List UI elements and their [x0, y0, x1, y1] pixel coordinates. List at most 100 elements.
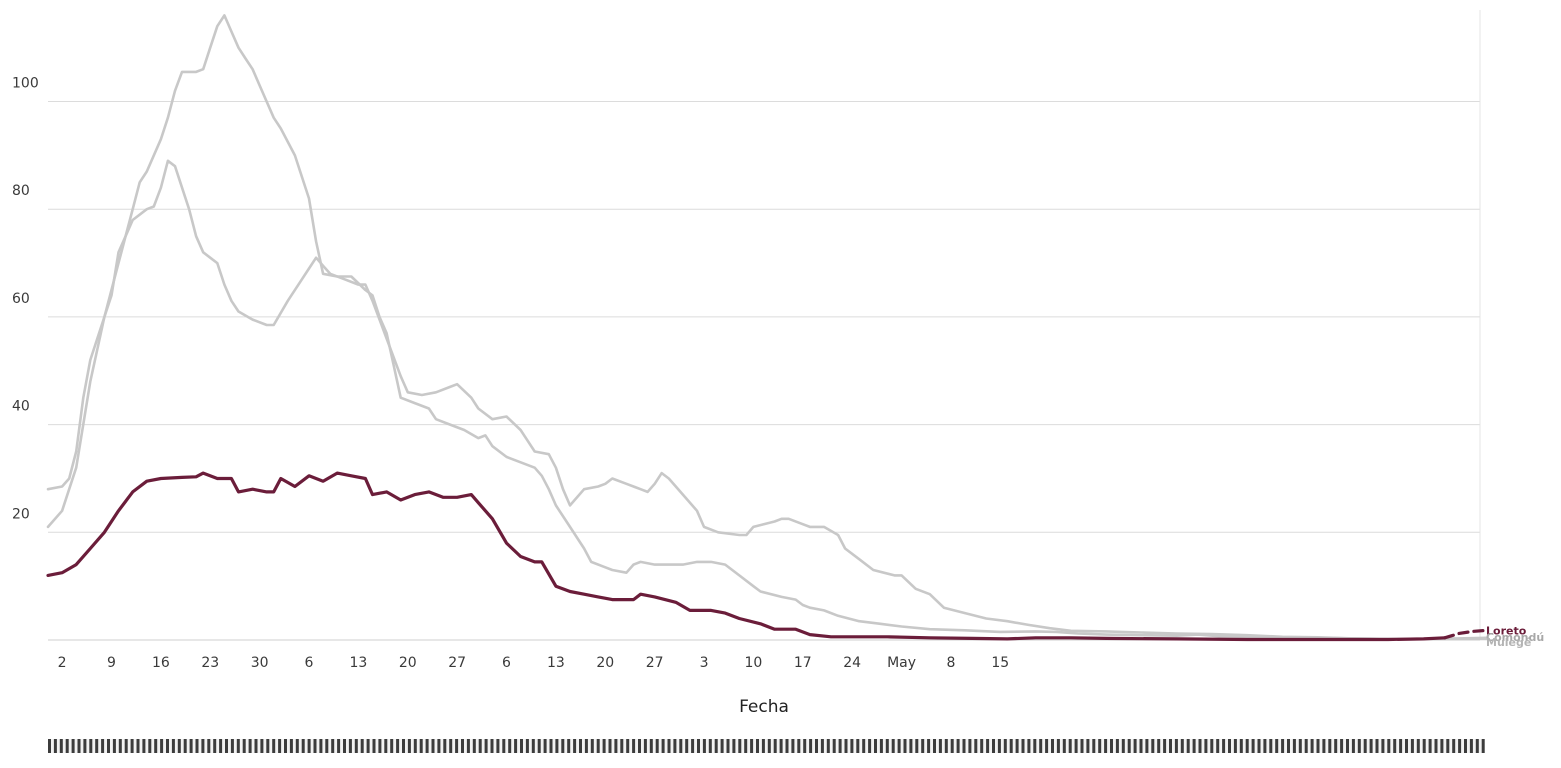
scrollbar-tick — [655, 739, 659, 753]
scrollbar-tick — [301, 739, 305, 753]
scrollbar-tick — [673, 739, 677, 753]
scrollbar-tick — [1292, 739, 1296, 753]
series-end-label: Loreto — [1486, 624, 1527, 637]
scrollbar-tick — [956, 739, 960, 753]
scrollbar-tick — [1481, 739, 1485, 753]
scrollbar-tick — [714, 739, 718, 753]
scrollbar-tick — [1363, 739, 1367, 753]
scrollbar-tick — [1239, 739, 1243, 753]
x-tick-label: 8 — [946, 655, 955, 671]
scrollbar-tick — [378, 739, 382, 753]
x-tick-label: 27 — [448, 655, 466, 671]
scrollbar-tick — [903, 739, 907, 753]
scrollbar-tick — [289, 739, 293, 753]
x-tick-label: 24 — [843, 655, 861, 671]
scrollbar-tick — [1322, 739, 1326, 753]
scrollbar-tick — [579, 739, 582, 753]
series-line-loreto — [46, 471, 1447, 642]
scrollbar-tick — [260, 739, 264, 753]
y-tick-label: 60 — [12, 291, 30, 307]
scrollbar-tick — [466, 739, 470, 753]
scrollbar-tick — [225, 739, 228, 753]
scrollbar-tick — [1015, 739, 1019, 753]
scrollbar-tick — [1180, 739, 1184, 753]
scrollbar-tick — [107, 739, 110, 753]
scrollbar-tick — [1340, 739, 1344, 753]
scrollbar-tick — [1151, 739, 1155, 753]
scrollbar-tick — [1351, 739, 1355, 753]
series-layer — [46, 14, 1489, 642]
x-axis-title: Fecha — [739, 697, 789, 717]
scrollbar-tick — [148, 739, 152, 753]
scrollbar-tick — [879, 739, 883, 753]
y-tick-label: 20 — [12, 506, 30, 522]
scrollbar-tick — [407, 739, 411, 753]
scrollbar-tick — [1275, 739, 1279, 753]
scrollbar-tick — [708, 739, 712, 753]
grid-lines — [48, 10, 1481, 641]
scrollbar-tick — [1452, 739, 1456, 753]
range-scrollbar[interactable] — [48, 739, 1485, 753]
scrollbar-tick — [278, 739, 282, 753]
scrollbar-tick — [980, 739, 984, 753]
scrollbar-tick — [59, 739, 63, 753]
scrollbar-tick — [838, 739, 842, 753]
series-projection-loreto — [1443, 628, 1489, 640]
scrollbar-tick — [938, 739, 942, 753]
scrollbar-tick — [331, 739, 335, 753]
scrollbar-tick — [602, 739, 606, 753]
scrollbar-tick — [1222, 739, 1226, 753]
scrollbar-tick — [962, 739, 966, 753]
scrollbar-tick — [160, 739, 164, 753]
scrollbar-tick — [691, 739, 695, 753]
scrollbar-tick — [490, 739, 494, 753]
scrollbar-tick — [360, 739, 364, 753]
scrollbar-tick — [1458, 739, 1462, 753]
scrollbar-tick — [537, 739, 541, 753]
scrollbar-tick — [856, 739, 860, 753]
scrollbar-tick — [313, 739, 317, 753]
scrollbar-tick — [1216, 739, 1220, 753]
scrollbar-tick — [750, 739, 754, 753]
scrollbar-tick — [549, 739, 553, 753]
scrollbar-tick — [1039, 739, 1043, 753]
scrollbar-tick — [1051, 739, 1054, 753]
scrollbar-tick — [1263, 739, 1267, 753]
scrollbar-tick — [643, 739, 647, 753]
x-tick-label: 6 — [305, 655, 314, 671]
scrollbar-tick — [207, 739, 211, 753]
scrollbar-tick — [803, 739, 807, 753]
scrollbar-tick — [832, 739, 836, 753]
scrollbar-tick — [195, 739, 199, 753]
scrollbar-tick — [874, 739, 877, 753]
scrollbar-tick — [1068, 739, 1072, 753]
scrollbar-tick — [508, 739, 512, 753]
scrollbar-tick — [1328, 739, 1332, 753]
scrollbar-tick — [461, 739, 464, 753]
scrollbar-tick — [254, 739, 258, 753]
scrollbar-tick — [177, 739, 181, 753]
scrollbar-tick — [1092, 739, 1096, 753]
scrollbar-tick — [1074, 739, 1078, 753]
scrollbar-tick — [183, 739, 187, 753]
scrollbar-tick — [1198, 739, 1202, 753]
scrollbar-tick — [437, 739, 441, 753]
scrollbar-tick — [1387, 739, 1391, 753]
scrollbar-tick — [1139, 739, 1143, 753]
scrollbar-tick — [1127, 739, 1131, 753]
scrollbar-tick — [319, 739, 323, 753]
scrollbar-tick — [1192, 739, 1196, 753]
scrollbar-tick — [667, 739, 671, 753]
scrollbar-tick — [826, 739, 830, 753]
scrollbar-tick — [478, 739, 482, 753]
scrollbar-tick — [1062, 739, 1066, 753]
scrollbar-tick — [213, 739, 217, 753]
scrollbar-tick — [702, 739, 706, 753]
scrollbar-background — [48, 739, 1484, 753]
scrollbar-tick — [520, 739, 523, 753]
scrollbar-tick — [413, 739, 417, 753]
scrollbar-tick — [785, 739, 789, 753]
scrollbar-tick — [1080, 739, 1084, 753]
